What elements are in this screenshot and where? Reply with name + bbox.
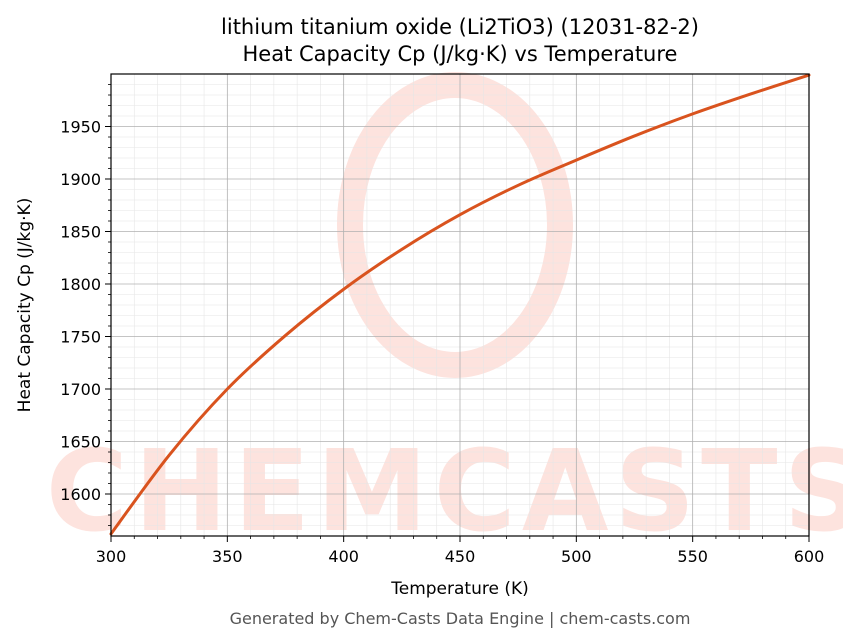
y-tick-label: 1900 [60,170,101,189]
x-tick-label: 350 [212,547,243,566]
watermark-swirl [337,72,573,378]
y-tick-label: 1850 [60,223,101,242]
y-tick-label: 1750 [60,328,101,347]
x-axis-label: Temperature (K) [390,579,529,599]
y-tick-label: 1650 [60,433,101,452]
y-axis-label: Heat Capacity Cp (J/kg·K) [15,198,35,413]
tick-labels: 300 350 400 450 500 550 600 1600 1650 1700 1750 180… [60,118,824,567]
x-tick-label: 600 [794,547,825,566]
watermark-text: CHEMCASTS [46,427,843,557]
y-tick-label: 1700 [60,380,101,399]
x-tick-label: 500 [561,547,592,566]
series-line [109,73,811,536]
x-tick-label: 300 [96,547,127,566]
x-tick-label: 450 [445,547,476,566]
x-tick-label: 400 [328,547,359,566]
series-layer [109,73,811,536]
y-tick-label: 1800 [60,275,101,294]
footer-credit: Generated by Chem-Casts Data Engine | ch… [230,609,691,628]
chart-title-line2: Heat Capacity Cp (J/kg·K) vs Temperature [243,42,678,66]
y-tick-label: 1600 [60,485,101,504]
watermark: CHEMCASTS [46,72,843,557]
chart-title-line1: lithium titanium oxide (Li2TiO3) (12031-… [221,15,699,39]
axis-ticks [105,84,810,542]
x-tick-label: 550 [677,547,708,566]
y-tick-label: 1950 [60,118,101,137]
